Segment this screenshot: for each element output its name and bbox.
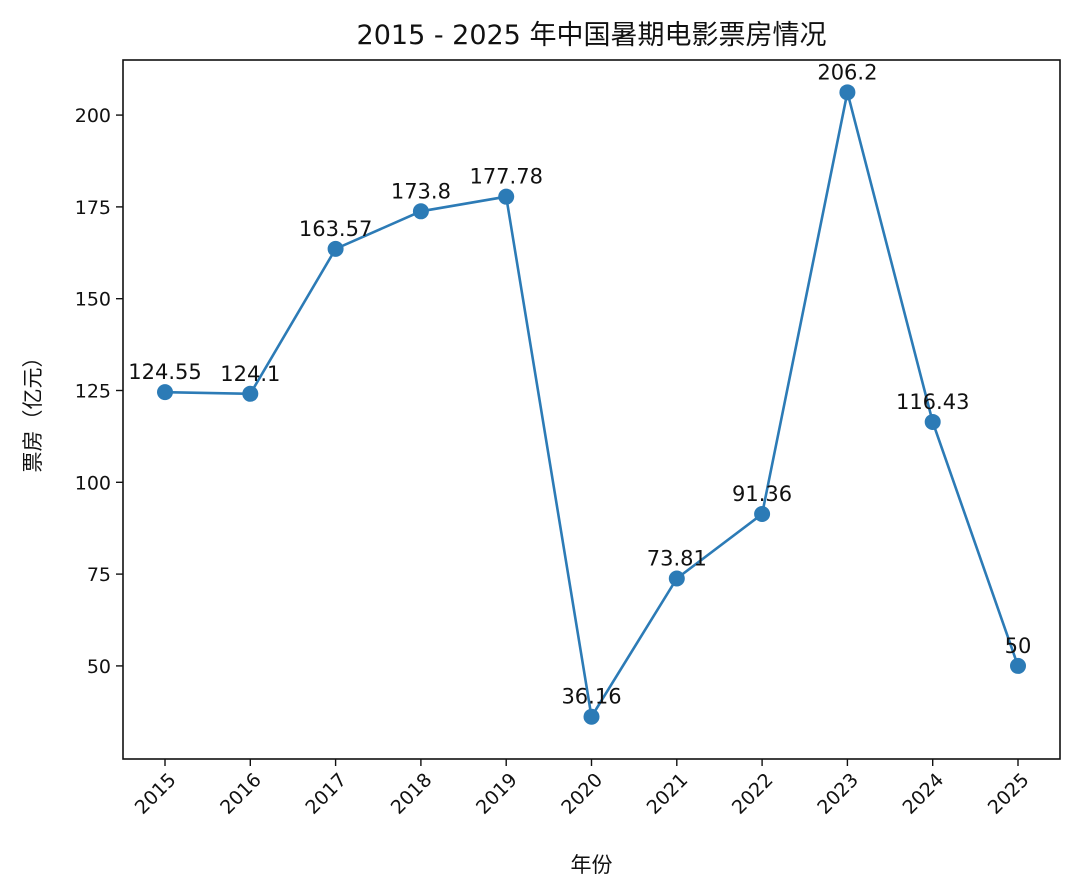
x-tick-label: 2022 (728, 769, 778, 819)
y-axis-label: 票房（亿元） (21, 347, 45, 473)
x-tick-label: 2017 (301, 769, 351, 819)
data-label: 50 (1005, 634, 1032, 658)
y-tick-label: 50 (87, 656, 111, 678)
x-tick-label: 2019 (472, 769, 522, 819)
y-tick-label: 125 (75, 380, 111, 402)
x-tick-label: 2025 (984, 769, 1034, 819)
x-tick-label: 2020 (557, 769, 607, 819)
data-point (839, 84, 856, 101)
data-label: 116.43 (896, 390, 969, 414)
y-tick-label: 150 (75, 289, 111, 311)
chart-title: 2015 - 2025 年中国暑期电影票房情况 (357, 20, 827, 51)
x-tick-label: 2024 (898, 769, 948, 819)
data-point (754, 506, 771, 523)
data-point (1010, 657, 1026, 674)
x-tick-label: 2015 (131, 769, 181, 819)
y-tick-label: 100 (75, 472, 111, 494)
data-label: 36.16 (561, 685, 621, 709)
x-axis-label: 年份 (571, 853, 613, 877)
y-tick-label: 175 (75, 197, 111, 219)
data-points (157, 84, 1026, 725)
data-point (498, 188, 515, 205)
x-tick-label: 2018 (387, 769, 437, 819)
data-point (242, 385, 259, 402)
data-point (668, 570, 685, 587)
x-tick-label: 2023 (813, 769, 863, 819)
y-tick-label: 200 (75, 105, 111, 127)
series-line (164, 91, 1020, 721)
y-axis: 50 75 100 125 150 175 200 (75, 105, 123, 678)
data-point (157, 384, 173, 401)
data-point (583, 708, 600, 725)
data-point (327, 240, 344, 257)
x-tick-label: 2016 (216, 769, 266, 819)
data-label: 206.2 (817, 60, 877, 84)
data-label: 124.55 (128, 360, 201, 384)
data-label: 73.81 (647, 546, 707, 570)
data-label: 177.78 (469, 165, 542, 189)
x-tick-label: 2021 (643, 769, 693, 819)
data-point (412, 203, 429, 220)
data-labels: 124.55 124.1 163.57 173.8 177.78 36.16 73.81 91… (128, 60, 1031, 708)
data-label: 124.1 (220, 362, 280, 386)
x-axis: 2015 2016 2017 2018 2019 2020 2021 2022 2023 2024… (131, 759, 1034, 819)
data-label: 163.57 (299, 217, 372, 241)
data-point (924, 413, 941, 430)
data-label: 91.36 (732, 482, 792, 506)
y-tick-label: 75 (87, 564, 111, 586)
data-label: 173.8 (391, 179, 451, 203)
